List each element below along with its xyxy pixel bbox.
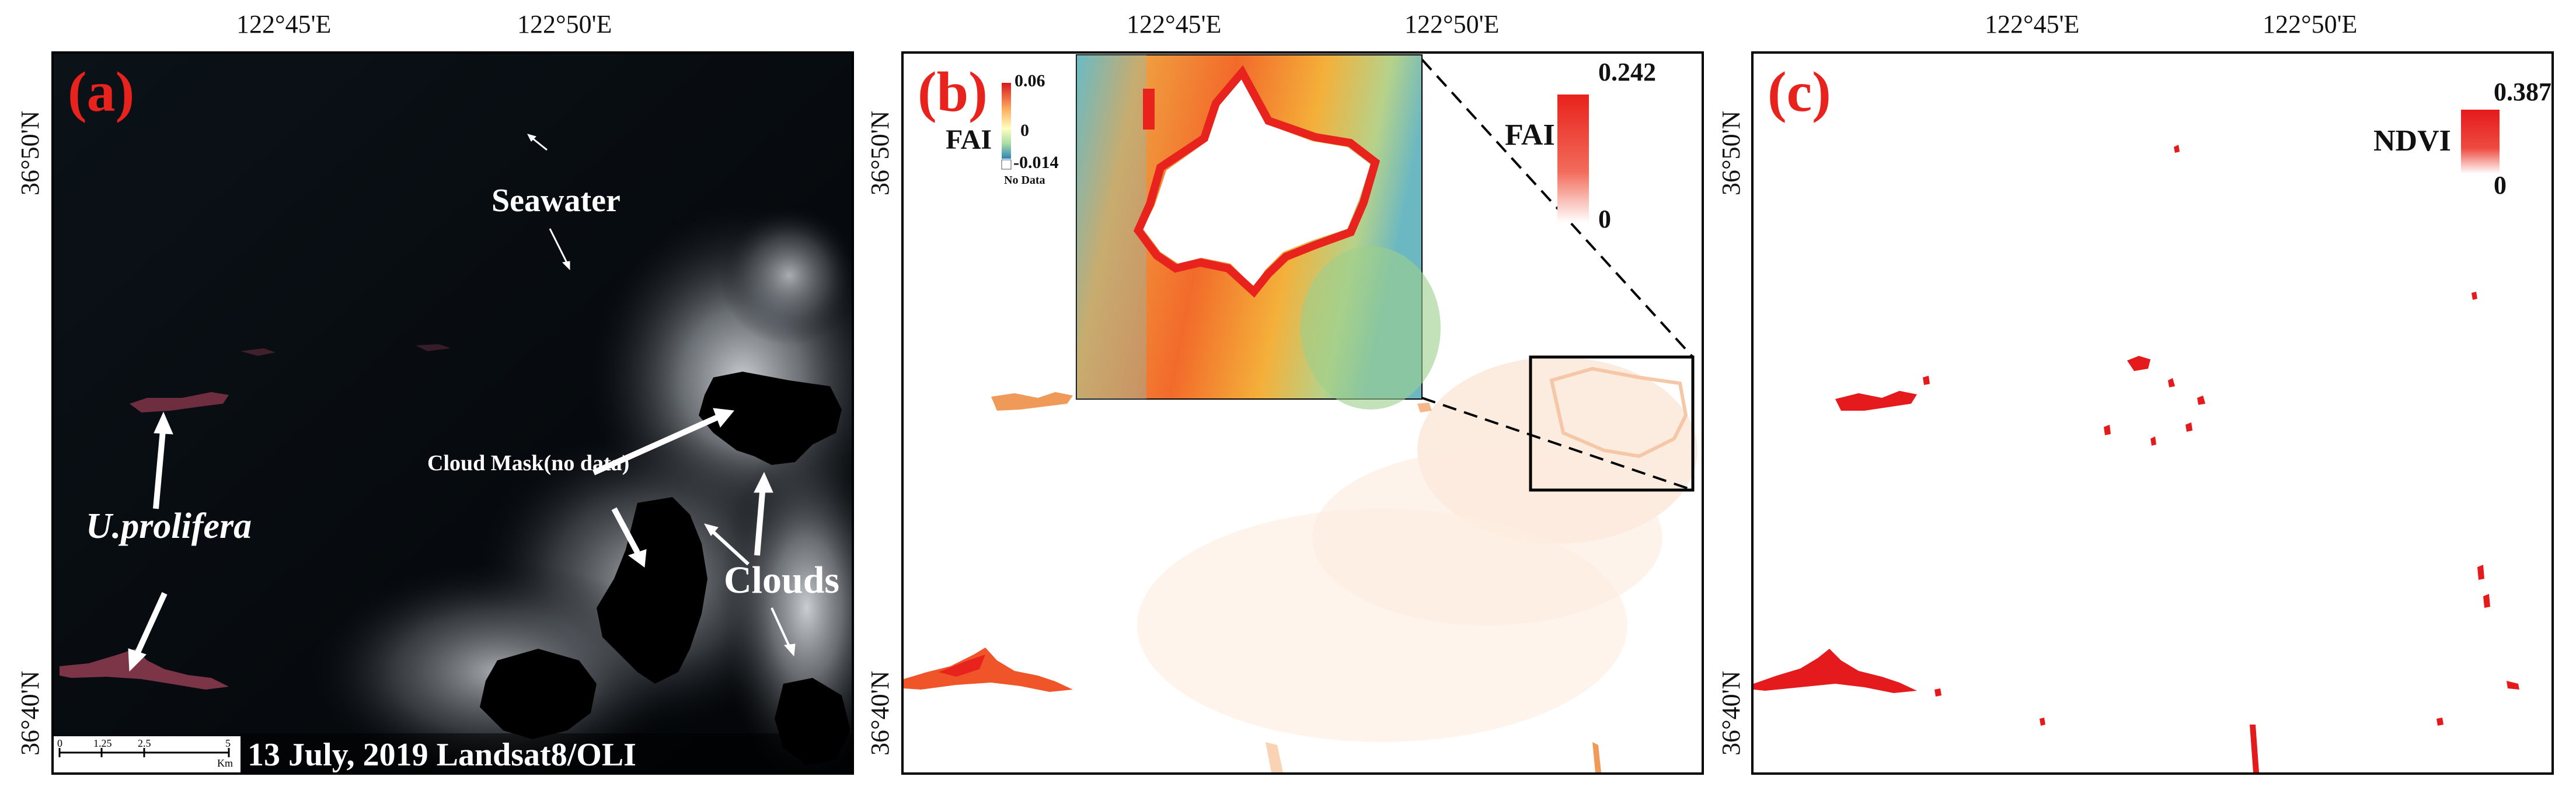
fai-legend-title: FAI: [1505, 118, 1555, 152]
panel-b-lat-top: 36°50'N: [866, 110, 894, 195]
inset-legend-nodata: No Data: [1004, 174, 1045, 187]
panel-b-letter: (b): [918, 61, 988, 124]
ndvi-legend-max: 0.387: [2494, 78, 2551, 106]
inset-colorbar: [1002, 83, 1011, 159]
fai-algae-lower: [904, 648, 1073, 692]
cloud-mask-region-1: [699, 372, 842, 465]
cloud-mask-label: Cloud Mask(no data): [427, 451, 630, 475]
panel-c-top-lon-1: 122°45'E: [1985, 10, 2080, 39]
image-caption: 13 July, 2019 Landsat8/OLI: [248, 737, 636, 773]
ndvi-map-graphic: [1754, 110, 2519, 772]
panel-a-lat-bottom: 36°40'N: [16, 670, 44, 755]
panel-b-fai-map: (b) 0.06 0 -0.014 No Data FAI 0.242 FAI …: [901, 51, 1704, 775]
ndvi-legend-min: 0: [2494, 171, 2507, 200]
uprolifera-label: U.prolifera: [86, 506, 252, 546]
fai-map-graphic: [904, 54, 1697, 772]
scalebar-tick-3: 5: [225, 737, 231, 749]
panel-a-lat-top: 36°50'N: [16, 110, 44, 195]
fai-algae-upper: [991, 392, 1073, 411]
annotation-arrows: [128, 134, 796, 672]
algae-streak-lower: [60, 649, 229, 690]
panel-b-top-lon-1: 122°45'E: [1127, 10, 1222, 39]
panel-c-lat-bottom: 36°40'N: [1717, 670, 1745, 755]
inset-legend-min: -0.014: [1013, 153, 1059, 172]
inset-nodata-island: [1143, 77, 1371, 287]
panel-b-top-lon-2: 122°50'E: [1404, 10, 1500, 39]
panel-a-letter: (a): [68, 61, 135, 124]
seawater-label: Seawater: [492, 183, 621, 219]
panel-c-ndvi-map: (c) 0.387 NDVI 0: [1751, 51, 2554, 775]
panel-c-letter: (c): [1768, 61, 1831, 124]
fai-legend-max: 0.242: [1598, 58, 1656, 86]
ndvi-algae-upper: [1835, 391, 1917, 411]
cloud-mask-region-3: [480, 649, 597, 739]
satellite-image-rgb: [54, 54, 852, 772]
clouds-label: Clouds: [724, 559, 840, 601]
fai-legend-bar: [1557, 95, 1589, 223]
inset-legend-title: FAI: [946, 124, 992, 155]
panel-a-satellite-image: (a) Seawater Cloud Mask(no data) U.proli…: [51, 51, 854, 775]
cloud-mask-region-2: [597, 497, 707, 684]
ndvi-legend-title: NDVI: [2373, 124, 2451, 158]
ndvi-legend-bar: [2461, 110, 2500, 174]
scalebar-tick-1: 1.25: [93, 737, 112, 749]
scalebar-tick-2: 2.5: [138, 737, 151, 749]
inset-legend-max: 0.06: [1015, 71, 1045, 90]
ndvi-algae-lower: [1754, 649, 1917, 693]
panel-c-lat-top: 36°50'N: [1717, 110, 1745, 195]
fai-inset-map: [1076, 54, 1441, 410]
scalebar-tick-0: 0: [57, 737, 62, 749]
panel-a-top-lon-1: 122°45'E: [236, 10, 332, 39]
fai-legend-min: 0: [1598, 205, 1611, 233]
algae-streak-upper: [130, 392, 229, 412]
scale-bar: [54, 736, 240, 772]
panel-a-top-lon-2: 122°50'E: [517, 10, 612, 39]
panel-c-top-lon-2: 122°50'E: [2263, 10, 2358, 39]
panel-b-lat-bottom: 36°40'N: [866, 670, 894, 755]
zoom-box: [1529, 355, 1695, 492]
scalebar-unit: Km: [217, 757, 233, 769]
inset-legend-mid: 0: [1020, 121, 1029, 140]
